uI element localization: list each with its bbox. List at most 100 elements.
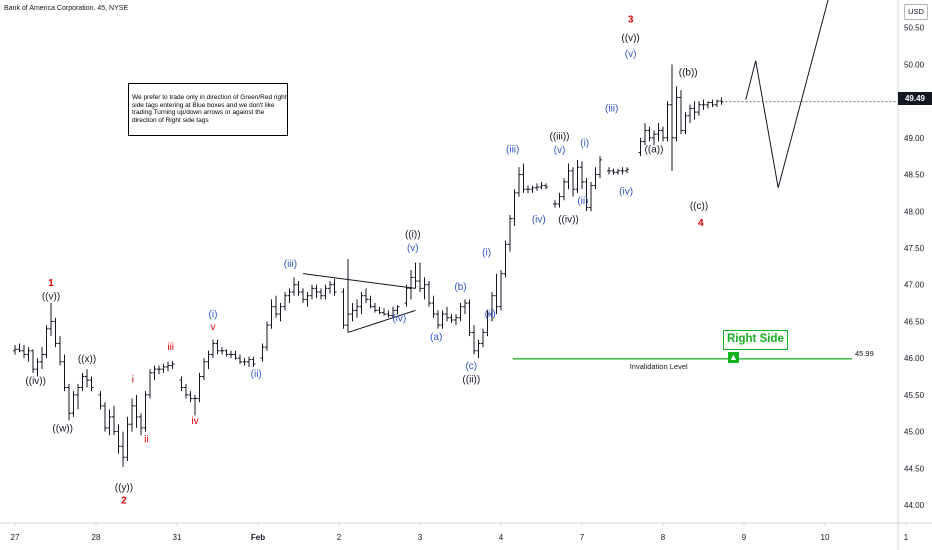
price-tick-label: 49.00: [904, 134, 925, 143]
ohlc-bar: [539, 181, 544, 190]
wave-label: (v): [554, 145, 566, 156]
ohlc-bar: [211, 339, 215, 359]
ohlc-bar: [31, 349, 35, 373]
time-tick-label: 1: [904, 533, 909, 542]
ohlc-bar: [53, 317, 58, 348]
price-tick-label: 48.00: [904, 207, 925, 216]
chart-title: Bank of America Corporation, 45, NYSE: [4, 5, 129, 12]
currency-badge[interactable]: USD: [904, 4, 928, 20]
price-tick-label: 44.50: [904, 464, 925, 473]
ohlc-bar: [661, 126, 665, 142]
ohlc-bar: [197, 372, 202, 403]
ohlc-bar: [359, 292, 364, 315]
ohlc-bar: [287, 288, 292, 304]
wave-label: ((c)): [690, 201, 708, 212]
ohlc-bar: [683, 112, 688, 135]
ohlc-bar: [544, 183, 548, 190]
wave-label: (i): [580, 138, 589, 149]
ohlc-bar: [40, 347, 44, 370]
ohlc-bar: [215, 339, 220, 355]
ohlc-bar: [530, 185, 535, 193]
ohlc-bar: [679, 90, 683, 135]
arrow-up-icon: ▲: [728, 352, 739, 363]
wave-label: ((iv)): [25, 376, 46, 387]
wave-label: (v): [625, 49, 637, 60]
wave-label: (iii): [605, 103, 618, 114]
wave-label: ((iii)): [550, 131, 570, 142]
ohlc-bar: [17, 343, 22, 353]
ohlc-bar: [625, 167, 629, 174]
ohlc-bar: [26, 347, 31, 362]
ohlc-bar: [80, 372, 85, 392]
ohlc-bar: [391, 306, 395, 318]
price-tick-label: 45.50: [904, 391, 925, 400]
wave-label: ((a)): [645, 145, 664, 156]
ohlc-bar: [638, 137, 643, 157]
ohlc-bar: [242, 358, 247, 366]
ohlc-bar: [152, 365, 157, 381]
note-box: We prefer to trade only in direction of …: [128, 83, 288, 136]
ohlc-bar: [355, 299, 359, 318]
wave-label: ((iv)): [558, 214, 579, 225]
ohlc-bar: [409, 270, 413, 300]
ohlc-bar: [404, 284, 409, 307]
ohlc-bar: [134, 394, 139, 428]
ohlc-bar: [701, 99, 706, 110]
ohlc-bar: [562, 178, 566, 201]
ohlc-bar: [481, 328, 485, 348]
ohlc-bar: [332, 278, 337, 296]
ohlc-bar: [184, 383, 188, 399]
ohlc-bar: [656, 123, 661, 142]
ohlc-bar: [157, 365, 161, 375]
ohlc-bar: [557, 192, 562, 208]
wave-label: (iv): [532, 214, 546, 225]
ohlc-bar: [283, 292, 287, 311]
price-tick-label: 50.50: [904, 24, 925, 33]
ohlc-bar: [350, 303, 355, 322]
ohlc-bar: [341, 288, 346, 329]
ohlc-bar: [422, 277, 427, 300]
ohlc-bar: [652, 130, 656, 146]
time-tick-label: 7: [580, 533, 585, 542]
ohlc-bar: [526, 185, 530, 193]
ohlc-bar: [220, 347, 224, 355]
ohlc-bar: [49, 303, 53, 337]
wave-label: ((x)): [78, 354, 96, 365]
wave-label: (iv): [619, 186, 633, 197]
ohlc-bar: [472, 325, 476, 355]
ohlc-bar: [89, 376, 94, 392]
wave-label: i: [132, 374, 134, 385]
ohlc-bar: [440, 310, 445, 329]
ohlc-bar: [589, 181, 593, 212]
ohlc-bar: [377, 306, 382, 315]
wave-label: (iii): [284, 259, 297, 270]
wave-label: (a): [430, 332, 442, 343]
price-tick-label: 50.00: [904, 60, 925, 69]
ohlc-bar: [22, 344, 26, 359]
wave-label: (c): [465, 361, 477, 372]
ohlc-bar: [206, 350, 211, 370]
ohlc-bar: [431, 295, 436, 318]
ohlc-bar: [314, 284, 319, 298]
triangle-lower-line: [347, 309, 416, 333]
wave-label: ((w)): [52, 424, 73, 435]
ohlc-bar: [202, 358, 206, 381]
ohlc-bar: [368, 295, 373, 309]
ohlc-bar: [454, 314, 458, 326]
ohlc-bar: [328, 281, 332, 294]
wave-label: 4: [698, 218, 704, 229]
ohlc-bar: [715, 99, 719, 107]
ohlc-bar: [620, 167, 625, 175]
last-price-tag: 49.49: [898, 92, 932, 105]
ohlc-bar: [58, 336, 62, 366]
price-tick-label: 48.50: [904, 171, 925, 180]
ohlc-bar: [512, 189, 517, 226]
ohlc-bar: [571, 167, 575, 197]
ohlc-bar: [274, 295, 278, 318]
ohlc-bar: [310, 284, 314, 300]
ohlc-bar: [148, 369, 152, 399]
invalidation-text: Invalidation Level: [630, 362, 688, 371]
right-side-label: Right Side: [727, 333, 784, 345]
ohlc-bar: [373, 303, 377, 313]
